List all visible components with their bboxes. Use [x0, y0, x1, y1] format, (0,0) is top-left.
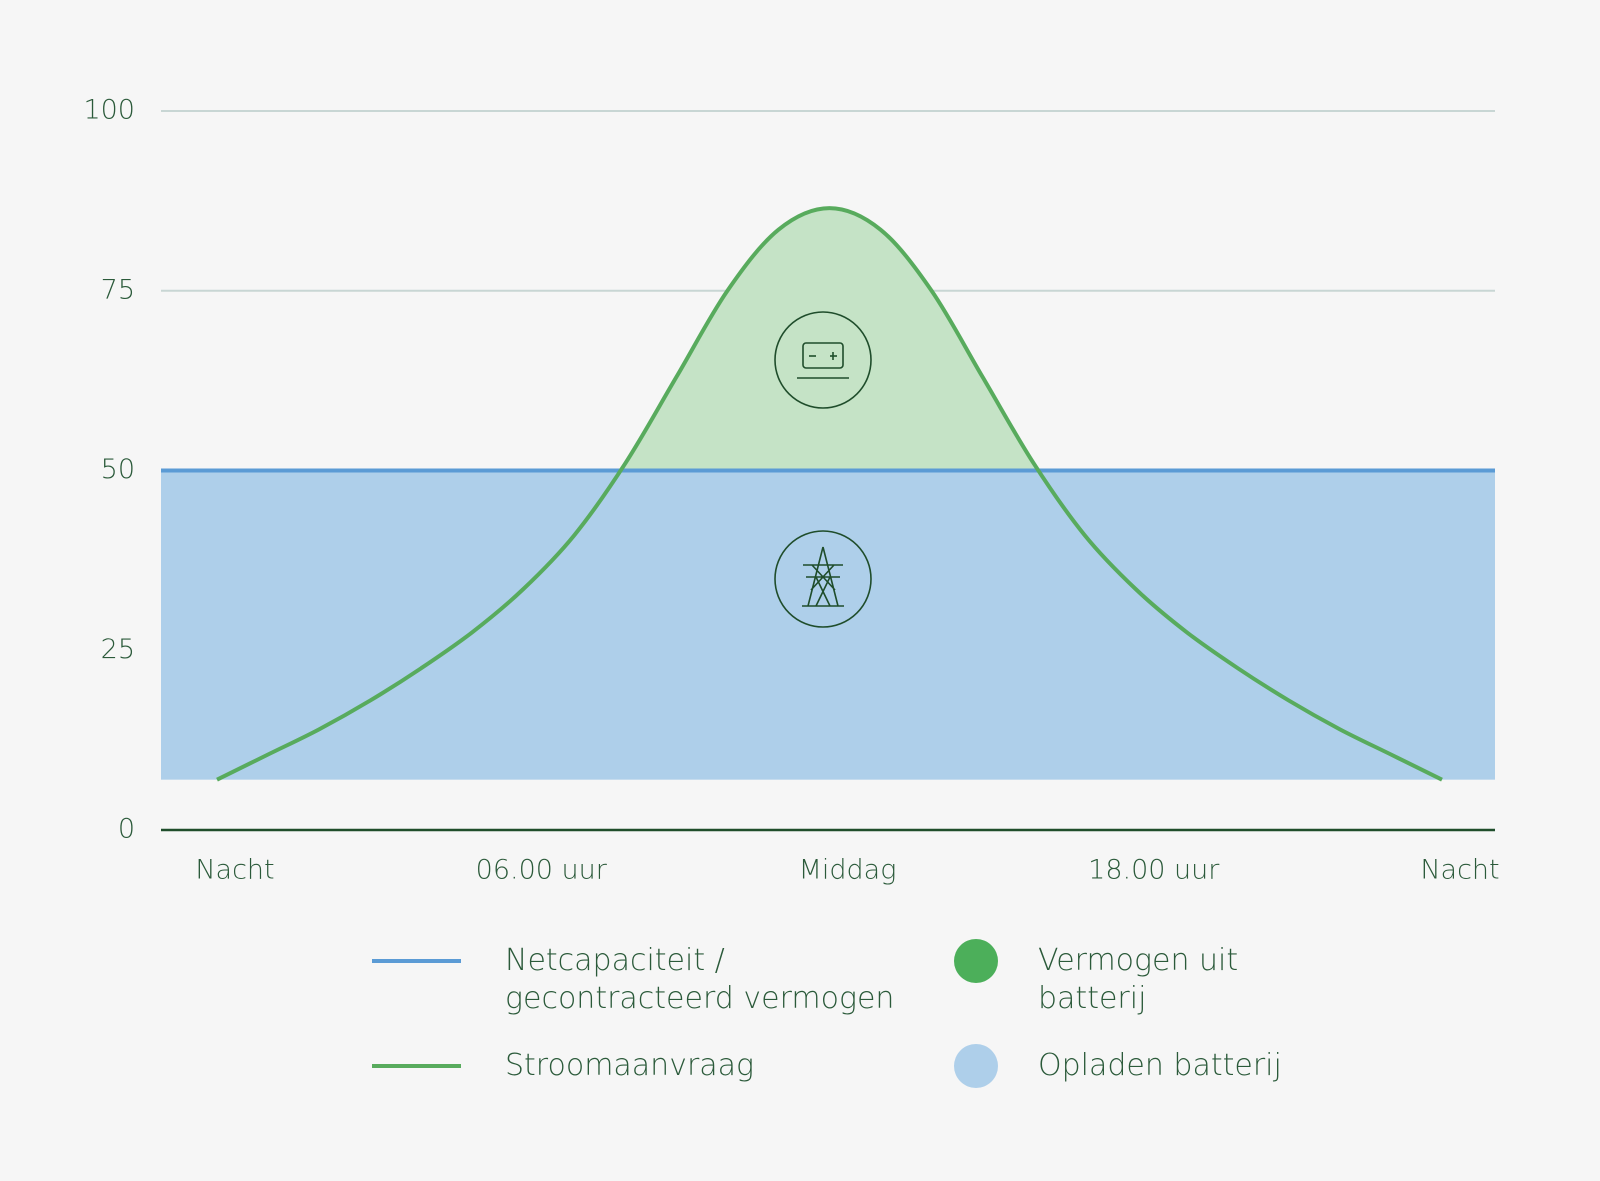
y-tick-label: 50	[101, 454, 135, 485]
legend-label: Stroomaanvraag	[505, 1048, 755, 1083]
x-tick-label: Nacht	[1420, 855, 1499, 886]
x-tick-label: 18.00 uur	[1088, 855, 1220, 886]
pylon-icon	[774, 530, 872, 628]
y-tick-label: 0	[118, 814, 135, 845]
x-tick-label: 06.00 uur	[476, 855, 608, 886]
battery-icon	[774, 311, 872, 409]
legend-label: Opladen batterij	[1038, 1048, 1282, 1083]
legend-swatch	[954, 939, 998, 983]
legend-label: Vermogen uit batterij	[1038, 943, 1239, 1016]
battery-power-area	[217, 208, 1442, 471]
y-tick-label: 25	[101, 634, 135, 665]
legend-swatch	[954, 1044, 998, 1088]
x-tick-label: Middag	[799, 855, 897, 886]
legend-label: Netcapaciteit / gecontracteerd vermogen	[505, 943, 895, 1016]
x-tick-label: Nacht	[195, 855, 274, 886]
y-tick-label: 100	[83, 95, 135, 126]
y-tick-label: 75	[101, 274, 135, 305]
demand-line	[216, 206, 1443, 782]
charging-area	[161, 470, 1495, 780]
